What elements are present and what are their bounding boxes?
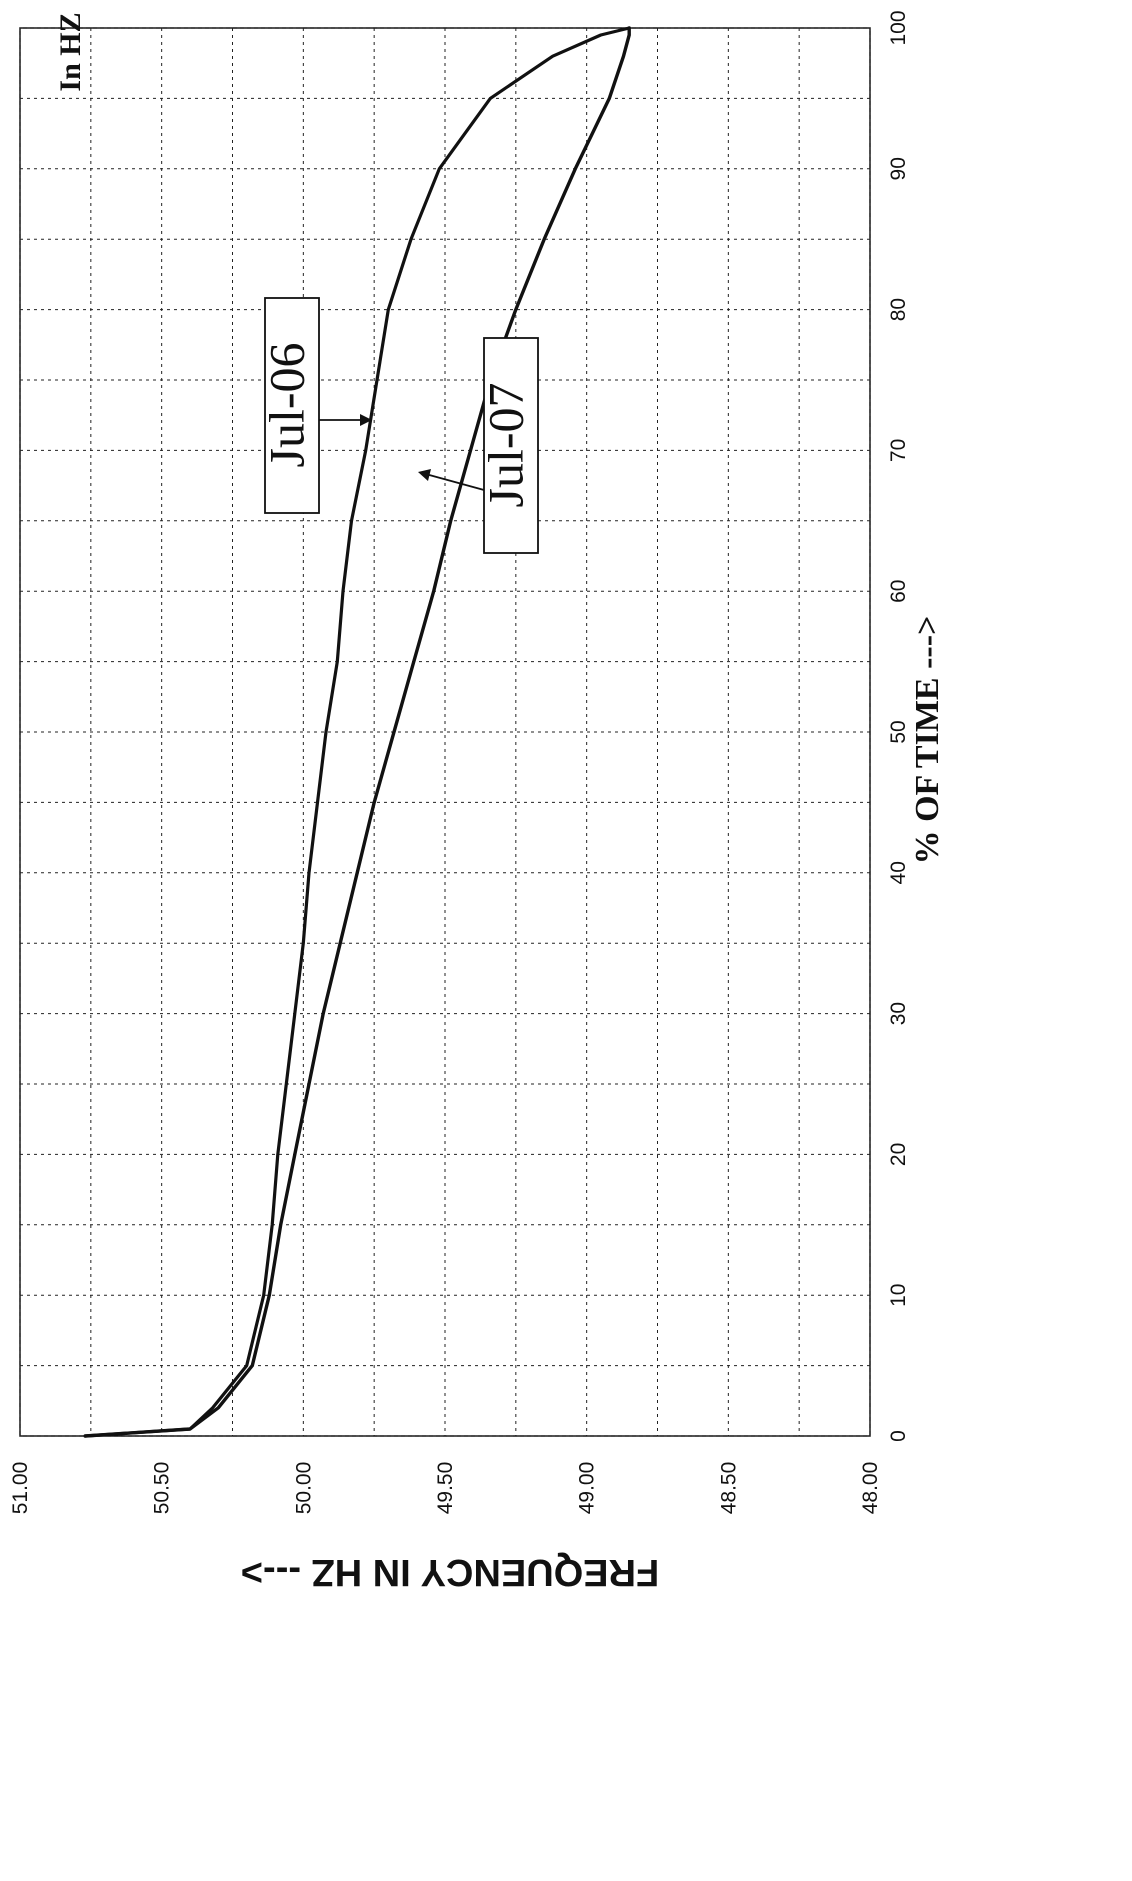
gridlines <box>19 27 871 1437</box>
y-tick-label: 51.00 <box>9 1462 32 1515</box>
x-tick-label: 30 <box>887 1002 910 1025</box>
y-tick-labels: 51.00 50.50 50.00 49.50 49.00 48.50 48.00 <box>9 1462 882 1515</box>
y-tick-label: 50.00 <box>292 1462 315 1515</box>
callout-jul-06-label: Jul-06 <box>258 343 314 468</box>
y-tick-label: 48.00 <box>859 1462 882 1515</box>
x-axis-label: % OF TIME ---> <box>909 616 946 865</box>
x-tick-label: 90 <box>887 157 910 180</box>
y-tick-label: 48.50 <box>717 1462 740 1515</box>
callout-jul-07-label: Jul-07 <box>477 383 533 508</box>
y-axis-label: FREQUENCY IN HZ ---> <box>241 1551 659 1593</box>
callout-jul-07-arrowhead <box>418 469 431 481</box>
x-tick-label: 100 <box>887 10 910 45</box>
x-tick-label: 60 <box>887 580 910 603</box>
x-tick-label: 50 <box>887 720 910 743</box>
callout-jul-07-arrow <box>421 472 485 491</box>
x-tick-label: 70 <box>887 439 910 462</box>
callout-jul-06-box <box>264 297 320 514</box>
x-tick-label: 20 <box>887 1143 910 1166</box>
y-tick-label: 49.50 <box>434 1462 457 1515</box>
callout-jul-06-arrowhead <box>360 414 372 426</box>
corner-unit-label: In HZ <box>54 12 87 91</box>
x-tick-label: 0 <box>887 1430 910 1442</box>
x-tick-label: 40 <box>887 861 910 884</box>
y-tick-label: 50.50 <box>151 1462 174 1515</box>
y-tick-label: 49.00 <box>576 1462 599 1515</box>
series-line-jul-07 <box>83 26 631 1438</box>
series-lines <box>83 26 631 1438</box>
callout-jul-06: Jul-06 <box>258 297 372 514</box>
x-tick-labels: 0 10 20 30 40 50 60 70 80 90 100 <box>887 10 910 1441</box>
callout-jul-07: Jul-07 <box>418 337 539 554</box>
x-tick-label: 80 <box>887 298 910 321</box>
series-line-jul-06 <box>83 26 631 1438</box>
callout-jul-07-box <box>483 337 539 554</box>
x-tick-label: 10 <box>887 1284 910 1307</box>
